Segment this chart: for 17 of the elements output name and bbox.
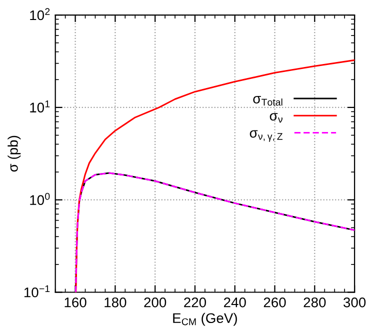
x-tick-label: 220 <box>184 297 206 308</box>
y-tick-label: 10$^{1}$ <box>30 100 50 112</box>
x-tick-label: 160 <box>64 297 86 308</box>
y-axis-title: σ (pb) <box>8 136 21 172</box>
x-axis-title: E$_{CM}$ (GeV) <box>173 312 237 326</box>
legend-label: σ$_{Total}$ <box>253 96 282 106</box>
y-tick-label: 10$^{−1}$ <box>24 285 50 298</box>
x-tick-label: 240 <box>224 297 246 308</box>
legend-label: σ$_{ν}$ <box>270 113 282 123</box>
x-tick-label: 180 <box>104 297 126 308</box>
x-tick-label: 280 <box>304 297 326 308</box>
y-tick-label: 10$^{2}$ <box>30 8 50 20</box>
x-tick-label: 200 <box>144 297 166 308</box>
y-tick-label: 10$^{0}$ <box>30 192 50 205</box>
legend-label: σ$_{ν,γ,Z}$ <box>250 130 283 142</box>
x-tick-label: 300 <box>343 297 366 308</box>
x-tick-label: 260 <box>264 297 286 308</box>
